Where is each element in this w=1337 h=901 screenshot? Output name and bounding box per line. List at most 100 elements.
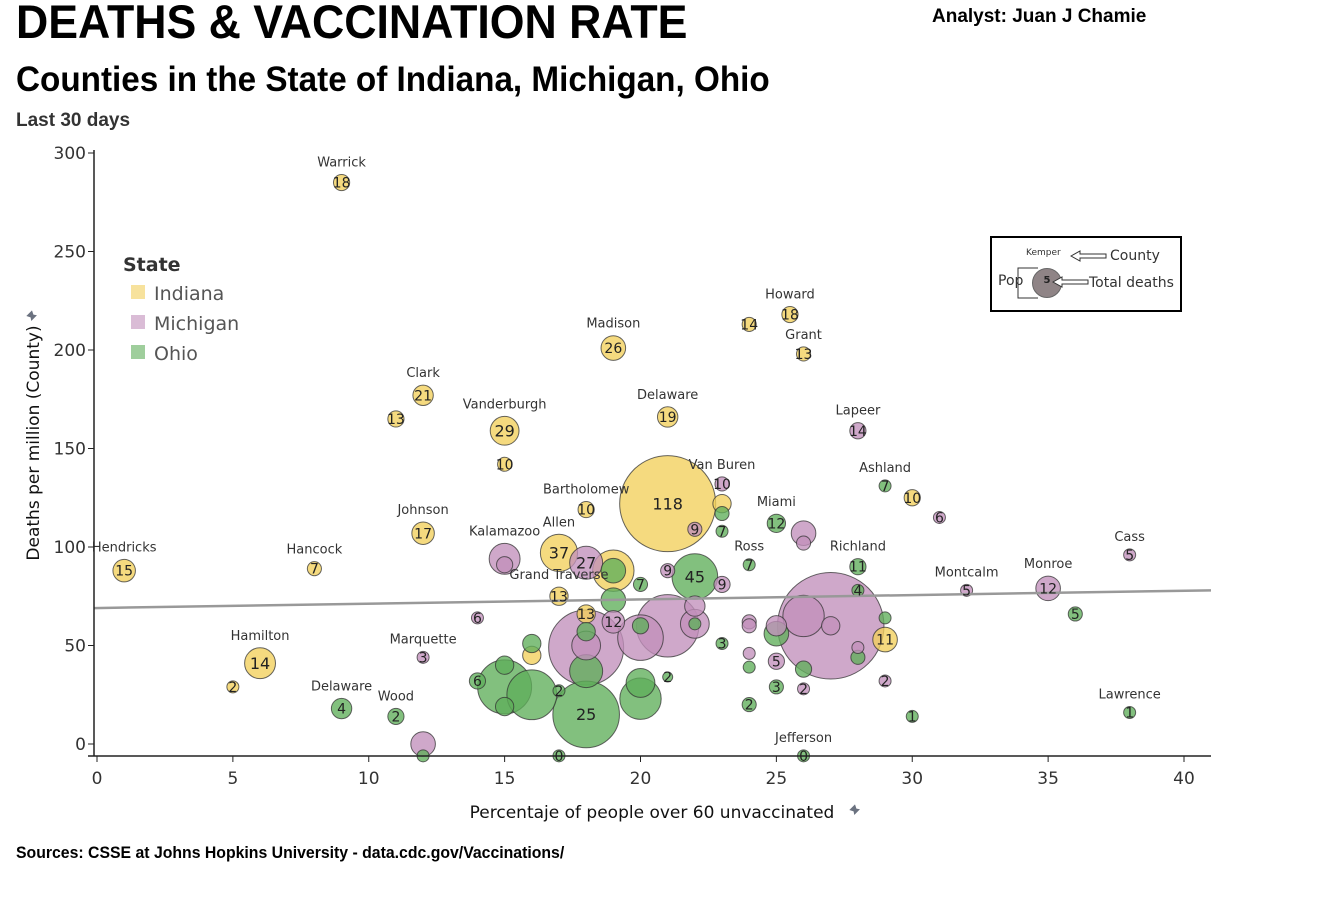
county-label: Marquette xyxy=(390,632,457,647)
bubble-michigan[interactable] xyxy=(470,611,484,625)
bubble-ohio[interactable] xyxy=(387,707,405,726)
bubble-michigan[interactable] xyxy=(851,640,865,654)
bubble-ohio[interactable] xyxy=(625,668,656,698)
bubble-ohio[interactable] xyxy=(662,671,674,683)
bubble-michigan[interactable] xyxy=(765,615,788,637)
bubble-ohio[interactable] xyxy=(794,660,813,678)
bubble-michigan[interactable] xyxy=(878,674,892,688)
bubble-michigan[interactable] xyxy=(617,614,664,661)
bubble-ohio[interactable] xyxy=(768,679,784,695)
bubble-michigan[interactable] xyxy=(796,535,812,551)
bubble-ohio[interactable] xyxy=(522,633,542,654)
pin-icon[interactable] xyxy=(849,804,860,815)
bubble-michigan[interactable] xyxy=(821,616,841,636)
bubble-indiana[interactable] xyxy=(903,489,921,507)
bubble-ohio[interactable] xyxy=(905,709,919,723)
bubble-indiana[interactable] xyxy=(244,647,276,680)
bubble-deaths-label: 9 xyxy=(663,564,672,580)
arrow-left-icon xyxy=(1070,250,1107,262)
legend-item-michigan[interactable]: Michigan xyxy=(154,313,239,335)
bubble-ohio[interactable] xyxy=(741,697,757,713)
bubble-michigan[interactable] xyxy=(849,422,867,440)
bubble-deaths-label: 1 xyxy=(1125,706,1134,722)
bubble-michigan[interactable] xyxy=(714,476,730,492)
legend-item-indiana[interactable]: Indiana xyxy=(154,283,224,305)
bubble-indiana[interactable] xyxy=(497,456,513,472)
bubble-ohio[interactable] xyxy=(878,611,892,625)
legend-item-ohio[interactable]: Ohio xyxy=(154,343,198,365)
bubble-indiana[interactable] xyxy=(112,558,136,583)
bubble-indiana[interactable] xyxy=(781,305,799,324)
bubble-michigan[interactable] xyxy=(660,563,676,579)
bubble-ohio[interactable] xyxy=(688,617,702,631)
bubble-ohio[interactable] xyxy=(714,505,730,522)
bubble-ohio[interactable] xyxy=(600,557,627,584)
bubble-ohio[interactable] xyxy=(631,617,650,635)
bubble-ohio[interactable] xyxy=(1067,606,1083,622)
bubble-indiana[interactable] xyxy=(332,173,351,192)
bubble-indiana[interactable] xyxy=(872,626,898,653)
bubble-ohio[interactable] xyxy=(468,672,487,690)
county-label: Grand Traverse xyxy=(509,568,608,583)
bubble-michigan[interactable] xyxy=(741,618,757,634)
bubble-michigan[interactable] xyxy=(1123,548,1137,562)
bubble-michigan[interactable] xyxy=(416,650,430,664)
bubble-michigan[interactable] xyxy=(767,652,785,670)
bubble-indiana[interactable] xyxy=(411,521,435,545)
bubble-michigan[interactable] xyxy=(713,575,731,594)
bubble-michigan[interactable] xyxy=(1035,575,1061,602)
bubble-indiana[interactable] xyxy=(412,384,434,407)
bubble-deaths-label: 4 xyxy=(853,583,862,599)
bubble-deaths-label: 9 xyxy=(718,577,727,593)
bubble-michigan[interactable] xyxy=(797,682,811,696)
bubble-ohio[interactable] xyxy=(632,576,649,592)
bubble-deaths-label: 19 xyxy=(659,410,677,426)
bubble-ohio[interactable] xyxy=(494,696,515,717)
bubble-ohio[interactable] xyxy=(878,479,892,493)
bubble-deaths-label: 10 xyxy=(496,457,514,473)
pin-icon[interactable] xyxy=(26,310,37,321)
bubble-ohio[interactable] xyxy=(494,655,515,675)
bubble-michigan[interactable] xyxy=(932,510,946,524)
bubble-ohio[interactable] xyxy=(576,622,596,642)
bubble-indiana[interactable] xyxy=(796,346,812,362)
bubble-ohio[interactable] xyxy=(552,684,566,698)
county-label: Warrick xyxy=(317,155,366,170)
bubble-michigan[interactable] xyxy=(496,556,514,574)
bubble-michigan[interactable] xyxy=(684,595,706,617)
bubble-michigan[interactable] xyxy=(687,521,703,537)
bubble-michigan[interactable] xyxy=(742,646,756,660)
bubble-indiana[interactable] xyxy=(226,680,240,694)
bubble-indiana[interactable] xyxy=(656,406,679,428)
legend-title: State xyxy=(123,254,181,276)
bubble-ohio[interactable] xyxy=(742,558,756,572)
bubble-ohio[interactable] xyxy=(506,669,558,721)
bubble-ohio[interactable] xyxy=(1123,705,1137,719)
bubble-indiana[interactable] xyxy=(489,415,520,446)
bubble-indiana[interactable] xyxy=(577,500,595,519)
bubble-deaths-label: 6 xyxy=(935,510,944,526)
bubble-ohio[interactable] xyxy=(766,513,787,534)
bubble-michigan[interactable] xyxy=(782,594,825,638)
bubble-ohio[interactable] xyxy=(715,637,729,651)
bubble-deaths-label: 10 xyxy=(713,477,731,493)
bubble-deaths-label: 2 xyxy=(745,698,754,714)
county-label: Johnson xyxy=(396,503,448,518)
county-label: Ross xyxy=(734,540,764,555)
period-label: Last 30 days xyxy=(16,110,131,131)
y-tick-label: 150 xyxy=(54,440,86,460)
legend-swatch-ohio xyxy=(131,345,145,359)
bubble-deaths-label: 4 xyxy=(337,702,346,718)
bubble-michigan[interactable] xyxy=(601,610,626,634)
bubble-indiana[interactable] xyxy=(306,561,322,577)
bubble-ohio[interactable] xyxy=(742,660,756,674)
bubble-michigan[interactable] xyxy=(569,545,604,580)
bubble-ohio[interactable] xyxy=(715,524,729,538)
bubble-indiana[interactable] xyxy=(387,410,405,428)
bubble-deaths-label: 3 xyxy=(419,650,428,666)
bubble-ohio[interactable] xyxy=(330,697,353,720)
x-tick-label: 40 xyxy=(1173,769,1195,789)
bubble-indiana[interactable] xyxy=(741,316,757,332)
bubble-ohio[interactable] xyxy=(849,558,867,576)
bubble-indiana[interactable] xyxy=(600,335,627,361)
